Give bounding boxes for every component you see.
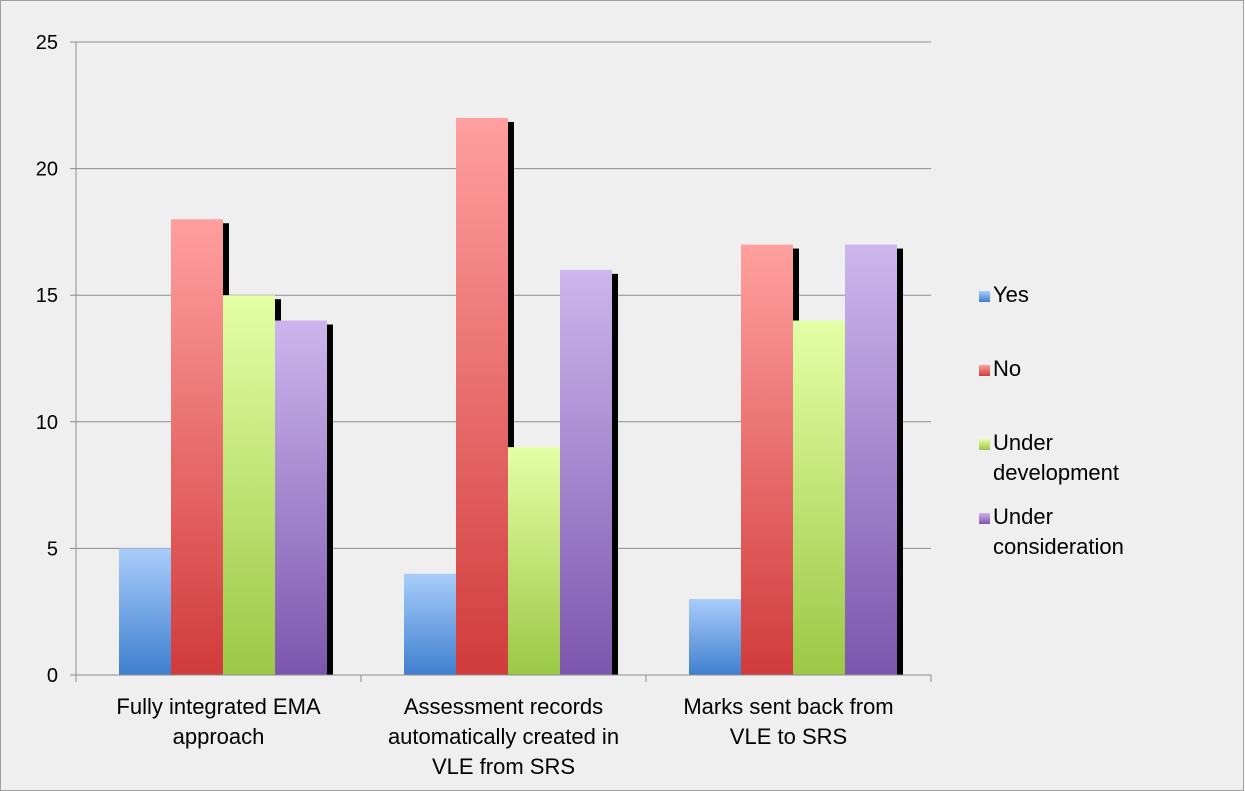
bar-under-development-0[interactable] — [223, 295, 275, 675]
bar-shadow-under-consideration-0 — [327, 324, 333, 675]
y-tick-label-0: 0 — [47, 665, 58, 687]
axes — [75, 42, 932, 682]
bar-under-consideration-1[interactable] — [560, 269, 612, 675]
bar-under-development-1[interactable] — [508, 447, 560, 675]
legend-label-3: Under consideration — [993, 504, 1124, 559]
bar-under-consideration-2[interactable] — [845, 244, 897, 675]
y-tick-label-5: 5 — [47, 538, 58, 560]
legend-item-under-consideration[interactable]: Under consideration — [979, 504, 1124, 559]
x-axis-category-labels: Fully integrated EMA approach Assessment r… — [116, 694, 893, 779]
y-axis-tick-labels: 0 5 10 15 20 25 — [36, 32, 58, 687]
bar-shadow-under-consideration-2 — [897, 248, 903, 675]
bar-no-2[interactable] — [741, 244, 793, 675]
bar-yes-1[interactable] — [404, 573, 456, 675]
x-category-label-1: Assessment records automatically created … — [388, 694, 619, 779]
legend-swatch-0 — [979, 291, 990, 302]
y-tick-label-15: 15 — [36, 285, 58, 307]
legend-swatch-1 — [979, 365, 990, 376]
legend-label-1: No — [993, 356, 1021, 381]
bar-under-consideration-0[interactable] — [275, 320, 327, 675]
bar-yes-0[interactable] — [119, 548, 171, 675]
legend-swatch-2 — [979, 439, 990, 450]
bar-shadow-no-1 — [508, 121, 514, 675]
bars — [119, 117, 897, 676]
legend-label-0: Yes — [993, 282, 1029, 307]
bar-yes-2[interactable] — [689, 599, 741, 675]
bar-no-0[interactable] — [171, 219, 223, 676]
legend[interactable]: Yes No Under development Under consideration — [979, 282, 1124, 559]
y-tick-label-10: 10 — [36, 412, 58, 434]
legend-item-no[interactable]: No — [979, 356, 1021, 381]
bar-under-development-2[interactable] — [793, 320, 845, 675]
x-category-label-0: Fully integrated EMA approach — [116, 694, 321, 749]
legend-swatch-3 — [979, 513, 990, 524]
legend-item-yes[interactable]: Yes — [979, 282, 1029, 307]
y-tick-label-25: 25 — [36, 32, 58, 54]
bar-shadow-under-consideration-1 — [612, 273, 618, 675]
legend-label-2: Under development — [993, 430, 1119, 485]
legend-item-under-development[interactable]: Under development — [979, 430, 1119, 485]
bar-no-1[interactable] — [456, 117, 508, 675]
y-tick-label-20: 20 — [36, 159, 58, 181]
x-category-label-2: Marks sent back from VLE to SRS — [683, 694, 893, 749]
